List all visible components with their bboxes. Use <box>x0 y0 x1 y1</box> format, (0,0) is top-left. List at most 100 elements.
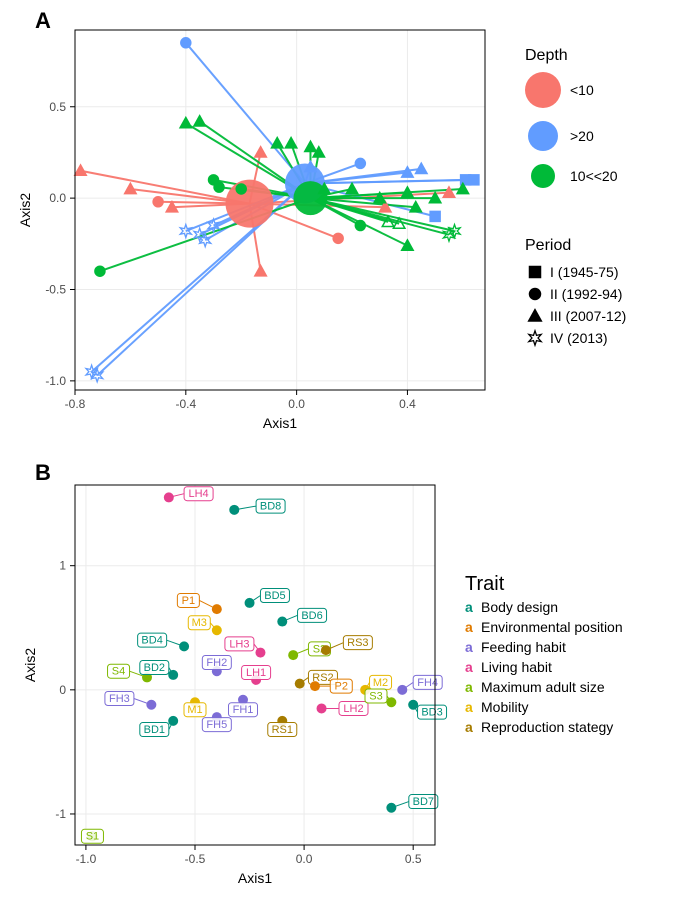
trait-label: M3 <box>188 616 210 630</box>
trait-legend-key: a <box>465 699 473 715</box>
x-tick: -0.5 <box>185 852 206 866</box>
trait-point <box>212 604 222 614</box>
trait-label: BD4 <box>138 633 167 647</box>
trait-label-text: BD6 <box>301 610 322 622</box>
trait-label-text: LH3 <box>229 638 249 650</box>
trait-point <box>321 645 331 655</box>
data-point <box>355 221 365 231</box>
trait-point <box>179 641 189 651</box>
trait-label-text: M3 <box>192 617 207 629</box>
trait-label: LH3 <box>225 637 254 651</box>
trait-label-text: S3 <box>369 690 382 702</box>
legend-swatch <box>528 121 558 151</box>
trait-label-text: BD2 <box>144 662 165 674</box>
trait-label-text: BD1 <box>144 724 165 736</box>
trait-point <box>295 679 305 689</box>
trait-label: S3 <box>365 689 387 703</box>
trait-label: FH2 <box>202 656 231 670</box>
panel-a-label: A <box>35 8 51 33</box>
trait-label-text: RS3 <box>347 637 368 649</box>
trait-label: S4 <box>108 664 130 678</box>
trait-legend-label: Mobility <box>481 699 528 715</box>
trait-legend-label: Body design <box>481 599 558 615</box>
trait-label-text: BD8 <box>260 501 281 513</box>
trait-label-text: M2 <box>373 677 388 689</box>
panel-a: A-0.8-0.40.00.4-1.0-0.50.00.5Axis1Axis2D… <box>17 8 626 431</box>
trait-point <box>245 598 255 608</box>
y-tick: -1.0 <box>45 374 66 388</box>
trait-legend-key: a <box>465 719 473 735</box>
trait-label: BD2 <box>140 660 169 674</box>
trait-label: FH3 <box>105 692 134 706</box>
legend-swatch <box>525 72 561 108</box>
trait-point <box>408 700 418 710</box>
trait-label-text: FH5 <box>206 719 227 731</box>
y-tick: -0.5 <box>45 282 66 296</box>
trait-label: P1 <box>177 593 199 607</box>
y-tick: 1 <box>59 559 66 573</box>
trait-label: FH5 <box>202 718 231 732</box>
y-axis-label: Axis2 <box>22 648 38 682</box>
x-tick: -1.0 <box>76 852 97 866</box>
trait-label: FH1 <box>229 703 258 717</box>
trait-point <box>168 716 178 726</box>
x-axis-label: Axis1 <box>263 415 297 431</box>
trait-label-text: S1 <box>86 831 99 843</box>
legend-item-label: IV (2013) <box>550 330 608 346</box>
y-tick: 0 <box>59 683 66 697</box>
trait-label: BD5 <box>260 588 289 602</box>
data-point <box>430 211 440 221</box>
legend-item-label: III (2007-12) <box>550 308 626 324</box>
x-tick: 0.4 <box>399 397 416 411</box>
y-axis-label: Axis2 <box>17 193 33 227</box>
panel-b-label: B <box>35 460 51 485</box>
centroid-circle <box>226 180 274 228</box>
trait-legend-label: Environmental position <box>481 619 623 635</box>
trait-label: P2 <box>330 679 352 693</box>
y-tick: 0.5 <box>49 100 66 114</box>
trait-label: M2 <box>370 675 392 689</box>
data-point <box>214 182 224 192</box>
trait-legend-label: Feeding habit <box>481 639 566 655</box>
trait-legend-title: Trait <box>465 573 505 595</box>
trait-label: BD1 <box>140 723 169 737</box>
trait-point <box>229 505 239 515</box>
trait-label: LH2 <box>339 701 368 715</box>
trait-label: BD3 <box>418 705 447 719</box>
legend-item-label: 10<<20 <box>570 168 618 184</box>
trait-label-text: LH2 <box>343 703 363 715</box>
trait-label-text: P1 <box>182 595 195 607</box>
trait-label-text: FH2 <box>206 657 227 669</box>
trait-point <box>164 492 174 502</box>
legend-shape <box>530 289 541 300</box>
trait-label: M1 <box>184 703 206 717</box>
trait-label-text: FH1 <box>233 704 254 716</box>
trait-label: FH4 <box>413 675 442 689</box>
trait-legend-key: a <box>465 659 473 675</box>
trait-label: LH1 <box>242 665 271 679</box>
legend-item-label: I (1945-75) <box>550 264 618 280</box>
data-point <box>355 158 365 168</box>
trait-point <box>310 681 320 691</box>
trait-label: RS1 <box>268 723 297 737</box>
trait-label: BD8 <box>256 499 285 513</box>
trait-label-text: P2 <box>335 681 348 693</box>
trait-point <box>317 703 327 713</box>
x-axis-label: Axis1 <box>238 870 272 886</box>
y-tick: -1 <box>55 807 66 821</box>
trait-label-text: FH3 <box>109 693 130 705</box>
trait-legend-label: Reproduction stategy <box>481 719 613 735</box>
legend-swatch <box>531 164 555 188</box>
trait-legend-key: a <box>465 619 473 635</box>
trait-label: BD6 <box>298 608 327 622</box>
trait-point <box>386 803 396 813</box>
legend-shape <box>529 310 542 321</box>
trait-label: LH4 <box>184 487 213 501</box>
legend-shape <box>530 267 541 278</box>
x-tick: 0.5 <box>405 852 422 866</box>
trait-label-text: BD7 <box>413 796 434 808</box>
data-point <box>469 175 479 185</box>
data-point <box>153 197 163 207</box>
trait-label-text: M1 <box>187 704 202 716</box>
trait-legend-key: a <box>465 599 473 615</box>
